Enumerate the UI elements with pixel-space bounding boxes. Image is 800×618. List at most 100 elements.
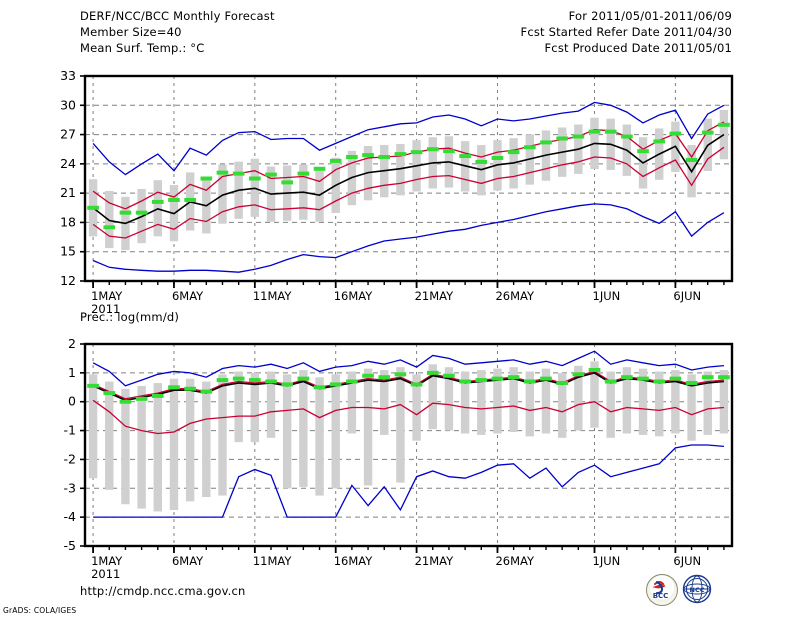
ytick-label: 27 <box>60 127 76 142</box>
range-bar <box>202 381 211 498</box>
ytick-label: 18 <box>60 214 76 229</box>
range-bar <box>347 371 357 434</box>
xtick-label: 26MAY <box>495 289 535 303</box>
range-bar <box>655 371 664 437</box>
range-bar <box>525 371 535 437</box>
range-bar <box>638 368 648 435</box>
range-bar <box>477 370 486 435</box>
xaxis-year-label: 2011 <box>91 302 120 316</box>
series-line-maximum <box>92 101 725 176</box>
range-bar <box>719 109 729 160</box>
xtick-label: 1JUN <box>593 289 621 303</box>
ytick-label: -5 <box>64 538 76 553</box>
ytick-label: 21 <box>60 185 76 200</box>
range-bar <box>363 368 373 486</box>
xtick-label: 16MAY <box>334 289 374 303</box>
xtick-label: 1MAY <box>91 554 123 568</box>
ytick-label: -2 <box>64 451 76 466</box>
ncc-logo: NCC <box>682 574 712 604</box>
svg-text:NCC: NCC <box>690 586 705 594</box>
series-line-minimum <box>93 444 724 518</box>
range-bar <box>88 374 98 479</box>
xtick-label: 6JUN <box>673 554 701 568</box>
series-line-mean <box>92 372 724 402</box>
range-bar <box>428 364 437 430</box>
range-bar <box>719 370 729 434</box>
range-bar <box>169 378 179 511</box>
range-bar <box>396 144 405 196</box>
range-bar <box>218 374 227 496</box>
ncc-logo-mark: NCC <box>682 574 712 604</box>
range-bar <box>493 368 502 434</box>
ytick-label: -1 <box>64 423 76 438</box>
range-bar <box>185 378 195 502</box>
series-line-lower_quartile <box>92 399 724 435</box>
xtick-label: 11MAY <box>253 289 293 303</box>
ytick-label: 2 <box>68 336 76 351</box>
range-bar <box>315 377 324 496</box>
produced-date: Fcst Produced Date 2011/05/01 <box>544 41 732 55</box>
range-bar <box>703 371 712 435</box>
xtick-label: 6JUN <box>673 289 701 303</box>
xtick-label: 16MAY <box>334 554 374 568</box>
figure-title: DERF/NCC/BCC Monthly Forecast <box>80 9 275 23</box>
range-bar <box>590 361 599 428</box>
range-bar <box>622 367 632 434</box>
xaxis-year-label: 2011 <box>91 567 120 581</box>
xtick-label: 1MAY <box>91 289 123 303</box>
panel-surface-temperature: 12 15 18 21 24 27 30 33 1MAY 6MAY 11MAY 16MAY 21MAY 2… <box>60 68 734 303</box>
ytick-label: 12 <box>60 273 76 288</box>
series-line-minimum <box>92 203 725 273</box>
plot-frame <box>83 342 734 548</box>
variable-label-prec: Prec.: log(mm/d) <box>80 310 180 324</box>
range-bar <box>299 370 308 487</box>
footer-url[interactable]: http://cmdp.ncc.cma.gov.cn <box>80 584 246 598</box>
range-bar <box>396 367 405 483</box>
range-bar <box>218 164 227 224</box>
range-bar <box>105 381 114 490</box>
range-bar <box>444 367 454 431</box>
xtick-label: 1JUN <box>593 554 621 568</box>
range-bar <box>282 374 292 489</box>
range-bar <box>266 371 276 438</box>
ytick-label: 33 <box>60 68 76 83</box>
ytick-label: -3 <box>64 480 76 495</box>
bcc-logo: BCC <box>646 574 678 606</box>
xtick-label: 26MAY <box>495 554 535 568</box>
xtick-label: 21MAY <box>415 554 455 568</box>
series-line-lower_quartile <box>92 146 725 239</box>
ytick-label: 1 <box>68 365 76 380</box>
ytick-label: 24 <box>60 156 76 171</box>
range-bar <box>380 370 389 435</box>
xtick-label: 6MAY <box>172 554 204 568</box>
ytick-label: 30 <box>60 97 76 112</box>
range-bar <box>153 383 162 512</box>
range-bar <box>460 371 470 434</box>
xtick-label: 6MAY <box>172 289 204 303</box>
range-bar <box>234 371 243 443</box>
series-line-upper_quartile <box>92 121 725 210</box>
ytick-label: 0 <box>68 394 76 409</box>
xtick-label: 21MAY <box>415 289 455 303</box>
range-bar <box>509 367 518 433</box>
series-line-maximum <box>92 350 724 387</box>
plot-frame <box>83 74 734 283</box>
range-bar <box>250 372 260 443</box>
range-bar <box>574 365 583 431</box>
refer-date: Fcst Started Refer Date 2011/04/30 <box>520 25 732 39</box>
range-bar <box>541 368 551 434</box>
footer-credit: GrADS: COLA/IGES <box>3 606 77 615</box>
bcc-logo-mark: BCC <box>652 581 668 600</box>
range-bar <box>331 374 340 489</box>
range-bar <box>606 371 615 438</box>
range-bar <box>121 388 130 505</box>
range-bar <box>687 374 696 441</box>
ytick-label: 15 <box>60 244 76 259</box>
series-line-upper_quartile <box>92 370 724 400</box>
range-bar <box>557 372 567 438</box>
range-bar <box>137 385 146 509</box>
forecast-period: For 2011/05/01-2011/06/09 <box>568 9 732 23</box>
